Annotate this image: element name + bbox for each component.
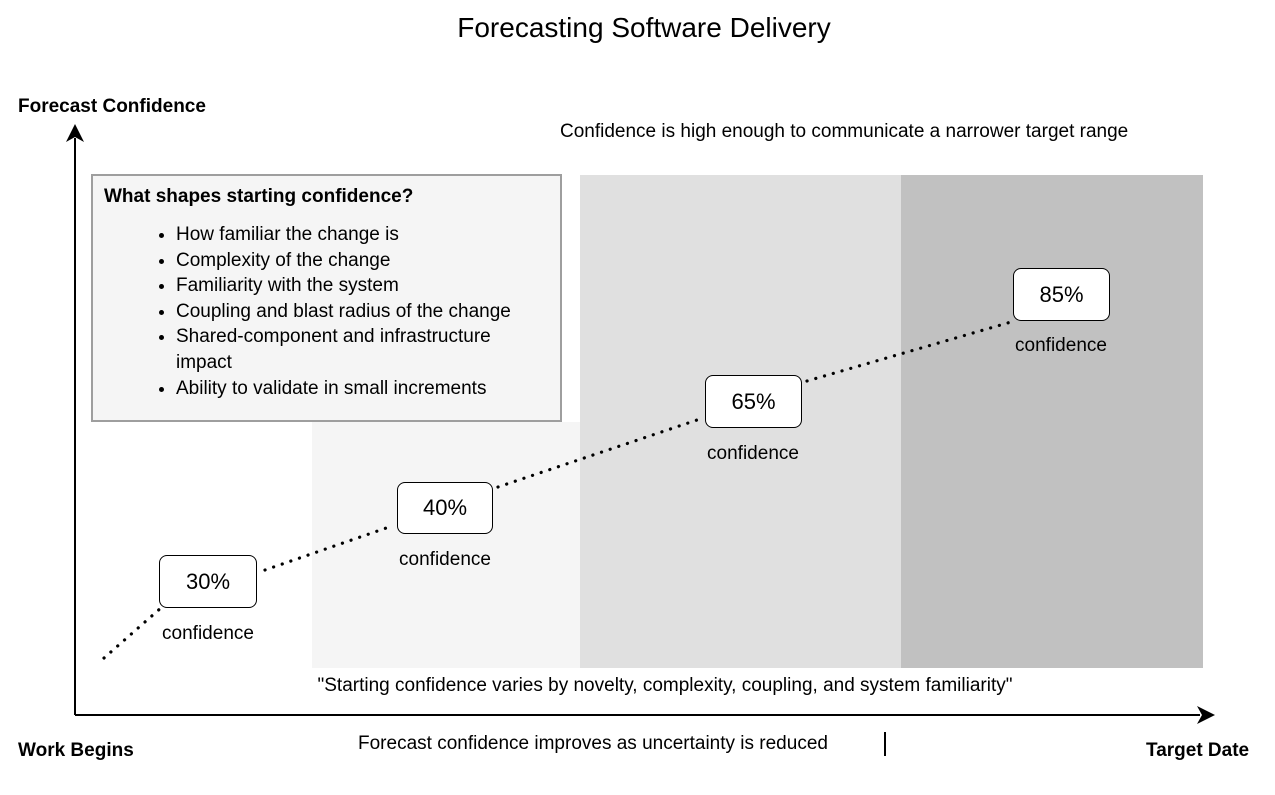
milestone-85-percent-label: confidence [1015,335,1107,356]
milestone-30-percent-box: 30% [159,555,257,608]
milestone-65-percent-label: confidence [707,443,799,464]
starting-confidence-info-box: What shapes starting confidence? How fam… [91,174,562,422]
x-axis-start-label: Work Begins [18,740,134,761]
background-band-light [312,422,580,668]
x-axis-arrowhead [1197,706,1215,724]
text-cursor [884,732,886,756]
info-box-list: How familiar the change is Complexity of… [104,222,550,401]
y-axis-arrowhead [66,124,84,142]
trend-segment-40-65 [496,416,705,489]
info-box-item: Ability to validate in small increments [176,376,550,402]
background-band-dark [901,175,1203,668]
trend-segment-65-85 [805,320,1013,383]
info-box-heading: What shapes starting confidence? [104,186,414,207]
info-box-item: Coupling and blast radius of the change [176,299,550,325]
info-box-item: How familiar the change is [176,222,550,248]
milestone-65-percent-box: 65% [705,375,802,428]
info-box-item: Familiarity with the system [176,273,550,299]
y-axis-label: Forecast Confidence [18,96,206,117]
info-box-item: Shared-component and infrastructure impa… [176,324,550,375]
trend-segment-start [102,605,164,660]
milestone-40-percent-label: confidence [399,549,491,570]
high-confidence-zone-caption: Confidence is high enough to communicate… [560,121,1129,142]
diagram-title: Forecasting Software Delivery [457,12,831,43]
milestone-85-percent-box: 85% [1013,268,1110,321]
x-axis-end-label: Target Date [1146,740,1250,761]
footer-caption: Forecast confidence improves as uncertai… [358,733,828,754]
milestone-30-percent-label: confidence [162,623,254,644]
milestone-40-percent-box: 40% [397,482,493,534]
info-box-item: Complexity of the change [176,248,550,274]
starting-confidence-quote: "Starting confidence varies by novelty, … [317,675,1013,696]
